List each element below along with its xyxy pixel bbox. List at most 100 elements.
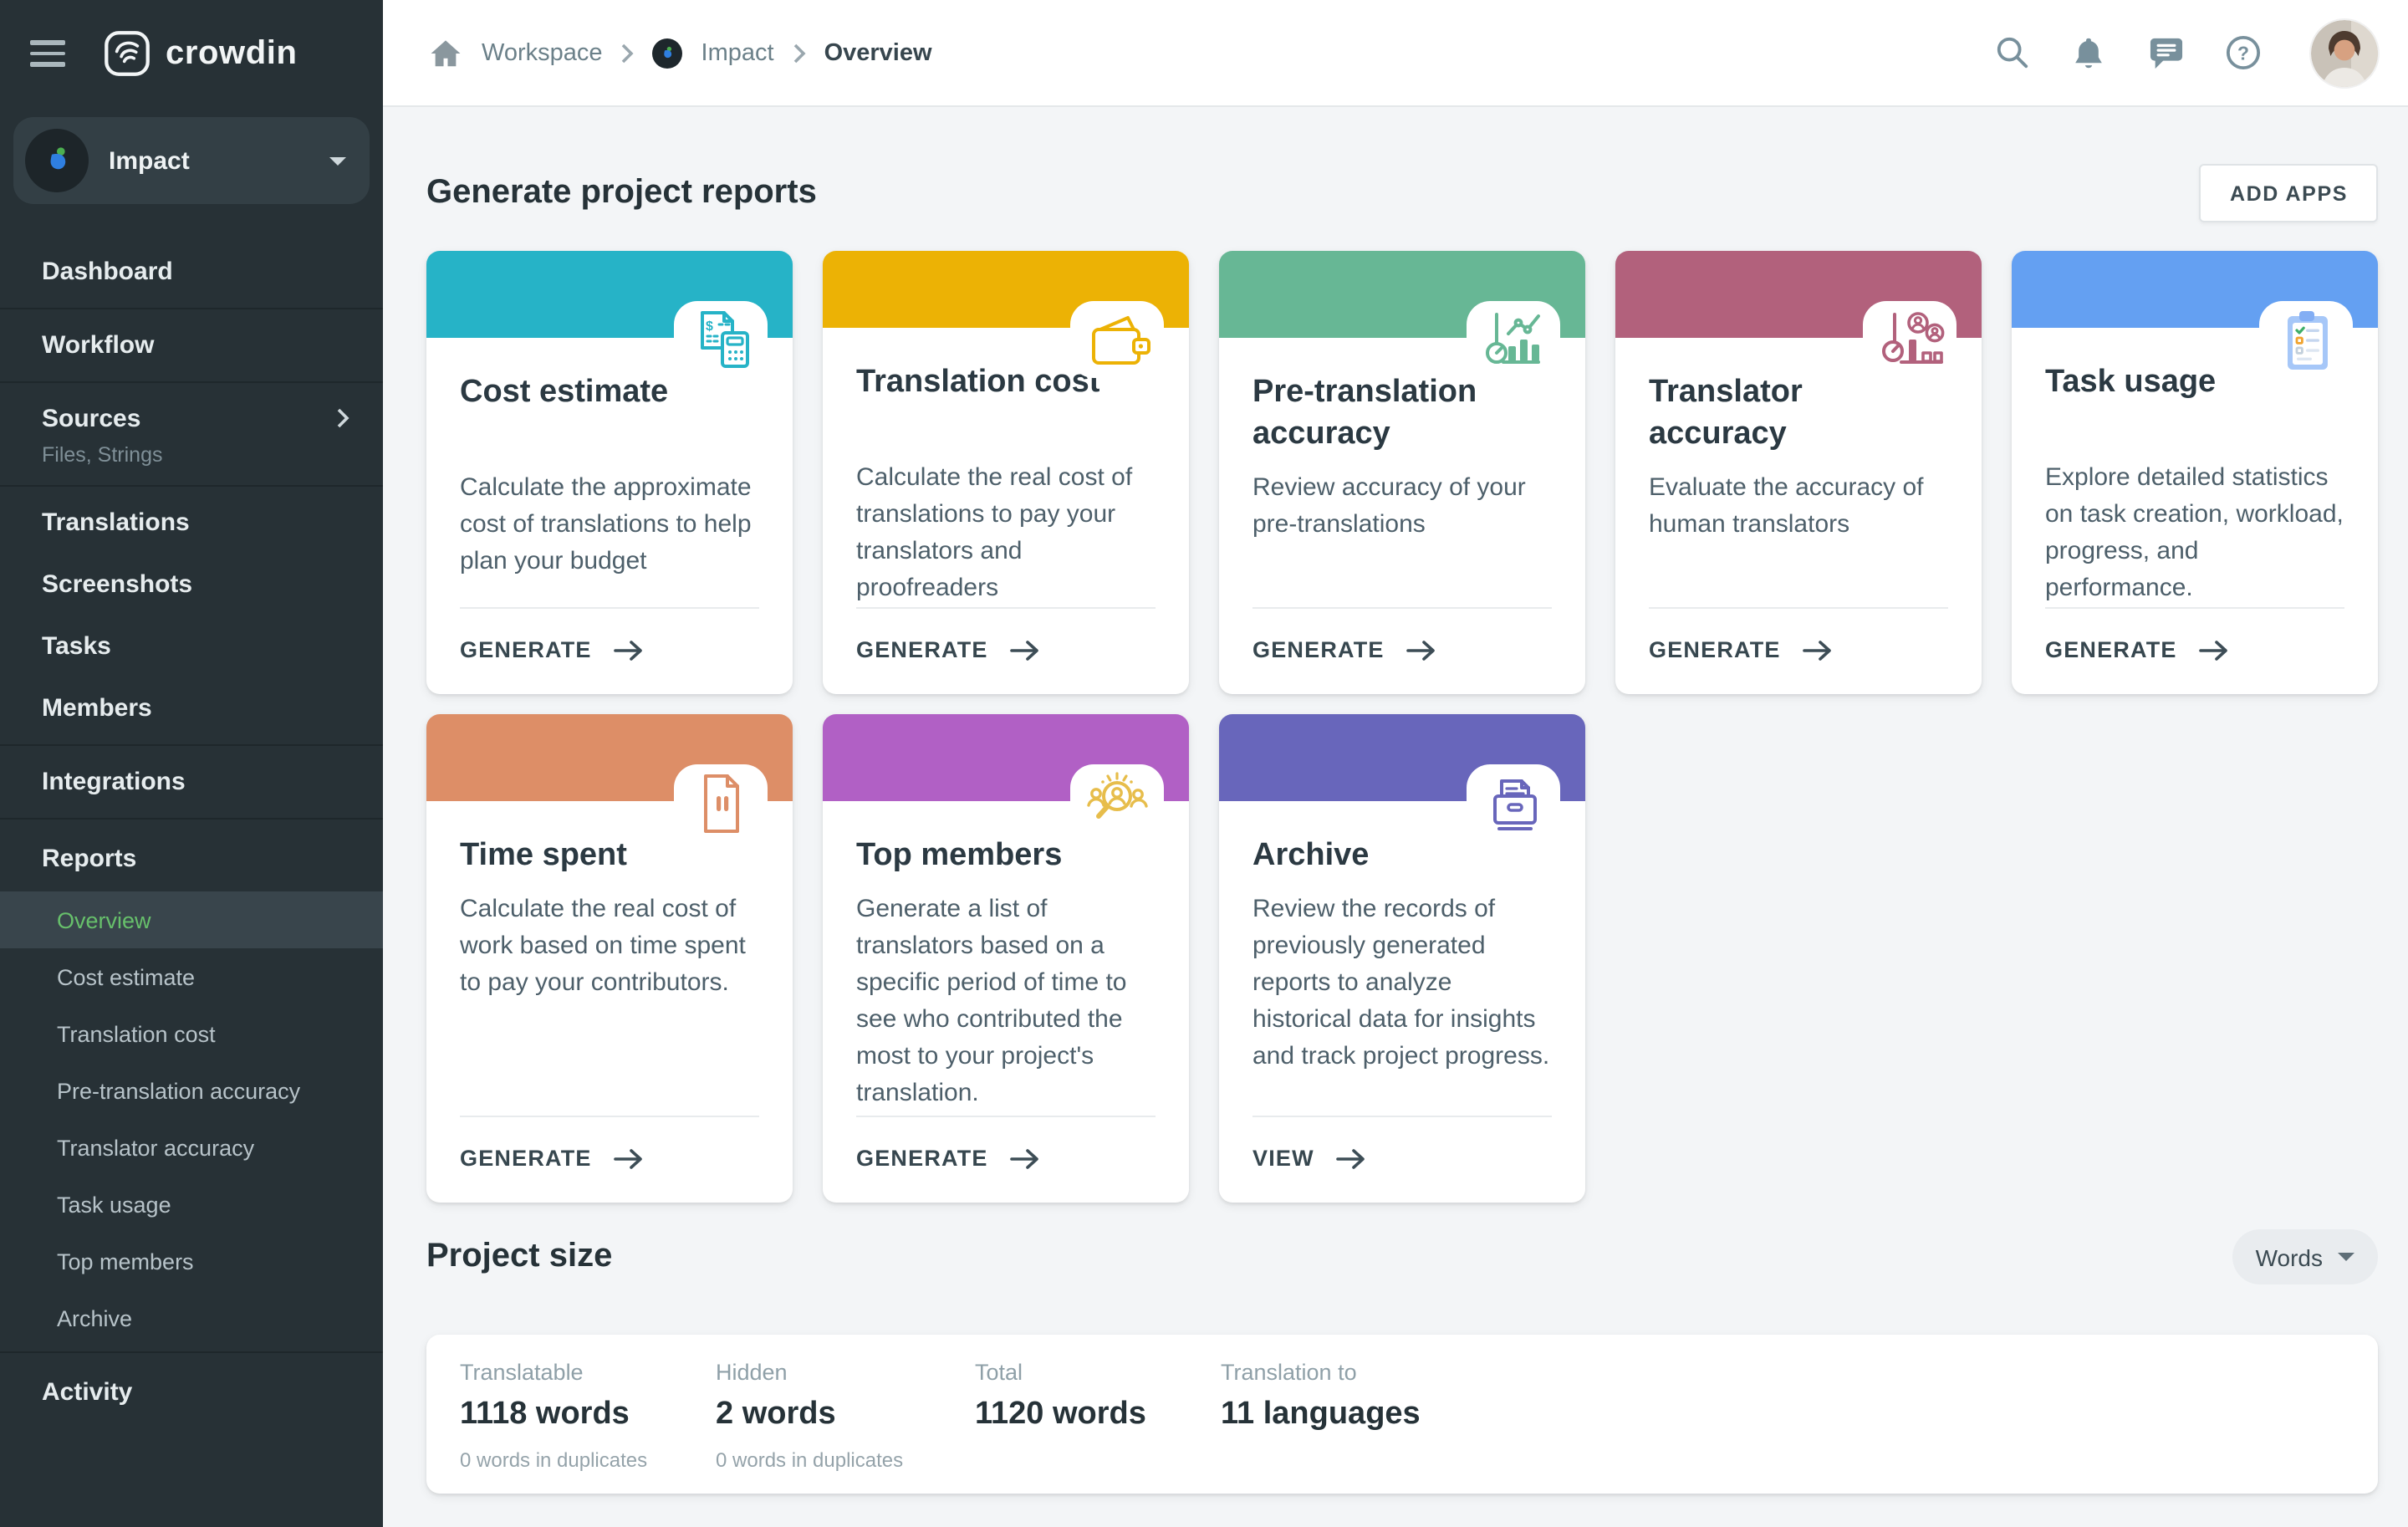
generate-link[interactable]: GENERATE: [856, 607, 1156, 694]
generate-link[interactable]: GENERATE: [2045, 607, 2344, 694]
divider: [0, 485, 383, 487]
sidebar-reports-translator-accuracy[interactable]: Translator accuracy: [57, 1135, 255, 1160]
sidebar-item-sources[interactable]: Sources Files, Strings: [0, 388, 383, 480]
card-title: Archive: [1252, 838, 1370, 873]
card-band: $: [426, 251, 793, 378]
report-card-cost-estimate: $ Cost estimate Calculat: [426, 251, 793, 694]
sidebar-item-translations[interactable]: Translations: [42, 508, 190, 537]
arrow-right-icon: [1406, 640, 1435, 660]
sidebar-item-reports[interactable]: Reports: [42, 844, 137, 872]
messages-icon[interactable]: [2147, 34, 2184, 71]
chevron-down-icon: [329, 156, 346, 165]
arrow-right-icon: [1009, 640, 1038, 660]
search-icon[interactable]: [1993, 34, 2030, 71]
svg-text:$: $: [706, 319, 713, 334]
breadcrumb: Workspace Impact Overview: [426, 34, 932, 71]
arrow-right-icon: [1009, 1148, 1038, 1168]
sidebar-reports-archive[interactable]: Archive: [57, 1305, 133, 1330]
card-title: Top members: [856, 838, 1063, 873]
card-band: [823, 251, 1189, 378]
sidebar-item-activity[interactable]: Activity: [42, 1377, 133, 1406]
sidebar-item-workflow[interactable]: Workflow: [42, 331, 155, 360]
card-title: Time spent: [460, 838, 627, 873]
add-apps-button[interactable]: ADD APPS: [2199, 164, 2378, 222]
card-description: Calculate the approximate cost of transl…: [460, 473, 752, 575]
page-title: Generate project reports: [426, 174, 817, 211]
generate-link[interactable]: GENERATE: [460, 607, 759, 694]
clipboard-checklist-icon: [2259, 301, 2353, 378]
sidebar-item-dashboard[interactable]: Dashboard: [42, 258, 173, 286]
breadcrumb-project[interactable]: Impact: [701, 39, 774, 66]
card-band: [426, 714, 793, 841]
people-search-icon: [1070, 764, 1164, 841]
card-title: Task usage: [2045, 365, 2217, 400]
card-band: [1219, 251, 1585, 378]
notifications-bell-icon[interactable]: [2070, 34, 2107, 71]
report-cards-grid: $ Cost estimate Calculat: [426, 251, 2378, 1203]
divider: [0, 818, 383, 820]
divider: [0, 381, 383, 383]
report-card-translation-cost: Translation cost Calculate the real cost…: [823, 251, 1189, 694]
wallet-icon: [1070, 301, 1164, 378]
sidebar-reports-translation-cost[interactable]: Translation cost: [57, 1021, 216, 1046]
card-band: [823, 714, 1189, 841]
main-area: Workspace Impact Overview: [383, 0, 2408, 1527]
sidebar: crowdin Impact Dashboard Workflow Source…: [0, 0, 383, 1527]
divider: [0, 744, 383, 746]
card-description: Calculate the real cost of work based on…: [460, 895, 746, 997]
report-card-top-members: Top members Generate a list of translato…: [823, 714, 1189, 1203]
generate-link[interactable]: GENERATE: [460, 1116, 759, 1203]
breadcrumb-project-avatar: [652, 38, 683, 68]
card-band: [2012, 251, 2378, 378]
generate-link[interactable]: GENERATE: [1649, 607, 1948, 694]
arrow-right-icon: [613, 640, 642, 660]
project-selector[interactable]: Impact: [13, 117, 370, 204]
generate-link[interactable]: GENERATE: [1252, 607, 1552, 694]
hamburger-menu-icon[interactable]: [30, 40, 65, 67]
archive-box-icon: [1467, 764, 1560, 841]
card-description: Review the records of previously generat…: [1252, 895, 1550, 1070]
sidebar-reports-task-usage[interactable]: Task usage: [57, 1192, 171, 1217]
user-avatar[interactable]: [2311, 19, 2378, 86]
chevron-right-icon: [336, 408, 349, 428]
arrow-right-icon: [2198, 640, 2227, 660]
stat-translation-to: Translation to 11 languages: [1221, 1360, 1421, 1432]
sidebar-reports-pre-translation-accuracy[interactable]: Pre-translation accuracy: [57, 1078, 301, 1103]
unit-selector-dropdown[interactable]: Words: [2232, 1229, 2378, 1284]
card-description: Review accuracy of your pre-translations: [1252, 473, 1526, 539]
divider: [0, 1351, 383, 1353]
report-card-time-spent: Time spent Calculate the real cost of wo…: [426, 714, 793, 1203]
card-title: Translator accuracy: [1649, 375, 1803, 452]
card-band: [1219, 714, 1585, 841]
project-size-stats-card: Translatable 1118 words 0 words in dupli…: [426, 1335, 2378, 1494]
people-stats-icon: [1863, 301, 1956, 378]
sidebar-reports-top-members[interactable]: Top members: [57, 1249, 194, 1274]
arrow-right-icon: [613, 1148, 642, 1168]
svg-text:?: ?: [2237, 43, 2248, 64]
sidebar-item-screenshots[interactable]: Screenshots: [42, 570, 193, 599]
arrow-right-icon: [1802, 640, 1831, 660]
top-bar: Workspace Impact Overview: [383, 0, 2408, 107]
crowdin-logo-text: crowdin: [166, 34, 298, 71]
breadcrumb-current: Overview: [824, 39, 932, 66]
stat-total: Total 1120 words: [975, 1360, 1146, 1432]
topbar-actions: ?: [1993, 19, 2378, 86]
sidebar-item-tasks[interactable]: Tasks: [42, 632, 111, 661]
card-description: Evaluate the accuracy of human translato…: [1649, 473, 1924, 539]
chevron-right-icon: [793, 43, 806, 63]
crowdin-logo[interactable]: crowdin: [104, 30, 298, 77]
home-icon[interactable]: [426, 34, 463, 71]
sidebar-header: crowdin: [0, 0, 383, 107]
help-icon[interactable]: ?: [2224, 34, 2261, 71]
card-description: Explore detailed statistics on task crea…: [2045, 463, 2344, 602]
view-link[interactable]: VIEW: [1252, 1116, 1552, 1203]
sidebar-reports-overview[interactable]: Overview: [0, 891, 383, 948]
breadcrumb-workspace[interactable]: Workspace: [482, 39, 603, 66]
card-description: Generate a list of translators based on …: [856, 895, 1127, 1107]
sidebar-item-integrations[interactable]: Integrations: [42, 768, 186, 796]
sidebar-item-members[interactable]: Members: [42, 694, 152, 723]
generate-link[interactable]: GENERATE: [856, 1116, 1156, 1203]
invoice-calculator-icon: $: [674, 301, 768, 378]
sidebar-reports-cost-estimate[interactable]: Cost estimate: [57, 964, 196, 989]
